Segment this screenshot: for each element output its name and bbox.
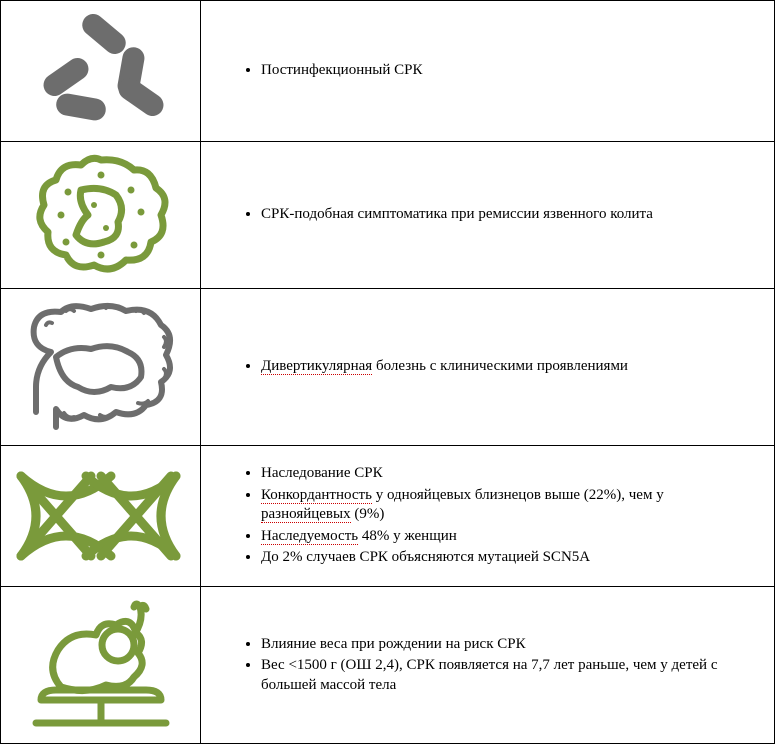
text-cell: СРК-подобная симптоматика при ремиссии я…: [201, 142, 774, 288]
factors-table: Постинфекционный СРК: [0, 0, 775, 744]
list-item: Вес <1500 г (ОШ 2,4), СРК появляется на …: [261, 656, 754, 695]
table-row: Влияние веса при рождении на риск СРК Ве…: [1, 587, 774, 743]
bullet-list: СРК-подобная симптоматика при ремиссии я…: [241, 203, 653, 227]
list-item: Конкордантность у однояйцевых близнецов …: [261, 486, 754, 525]
icon-cell: [1, 289, 201, 445]
text-cell: Постинфекционный СРК: [201, 1, 774, 141]
bullet-list: Влияние веса при рождении на риск СРК Ве…: [241, 633, 754, 698]
table-row: СРК-подобная симптоматика при ремиссии я…: [1, 142, 774, 289]
list-item: Дивертикулярная болезнь с клиническими п…: [261, 357, 628, 377]
icon-cell: [1, 587, 201, 743]
table-row: Постинфекционный СРК: [1, 1, 774, 142]
bacteria-icon: [21, 11, 181, 131]
list-item: До 2% случаев СРК объясняются мутацией S…: [261, 548, 754, 568]
list-item: СРК-подобная симптоматика при ремиссии я…: [261, 205, 653, 225]
table-row: Дивертикулярная болезнь с клиническими п…: [1, 289, 774, 446]
icon-cell: [1, 446, 201, 586]
icon-cell: [1, 1, 201, 141]
table-row: Наследование СРК Конкордантность у одноя…: [1, 446, 774, 587]
text-cell: Влияние веса при рождении на риск СРК Ве…: [201, 587, 774, 743]
list-item: Наследуемость 48% у женщин: [261, 527, 754, 547]
list-item: Влияние веса при рождении на риск СРК: [261, 635, 754, 655]
text-cell: Дивертикулярная болезнь с клиническими п…: [201, 289, 774, 445]
bullet-list: Дивертикулярная болезнь с клиническими п…: [241, 355, 628, 379]
text-cell: Наследование СРК Конкордантность у одноя…: [201, 446, 774, 586]
icon-cell: [1, 142, 201, 288]
germ-icon: [26, 150, 176, 280]
bullet-list: Наследование СРК Конкордантность у одноя…: [241, 462, 754, 570]
baby-scale-icon: [16, 595, 186, 735]
list-item: Наследование СРК: [261, 464, 754, 484]
colon-icon: [16, 297, 186, 437]
bullet-list: Постинфекционный СРК: [241, 59, 422, 83]
dna-icon: [11, 461, 191, 571]
list-item: Постинфекционный СРК: [261, 61, 422, 81]
